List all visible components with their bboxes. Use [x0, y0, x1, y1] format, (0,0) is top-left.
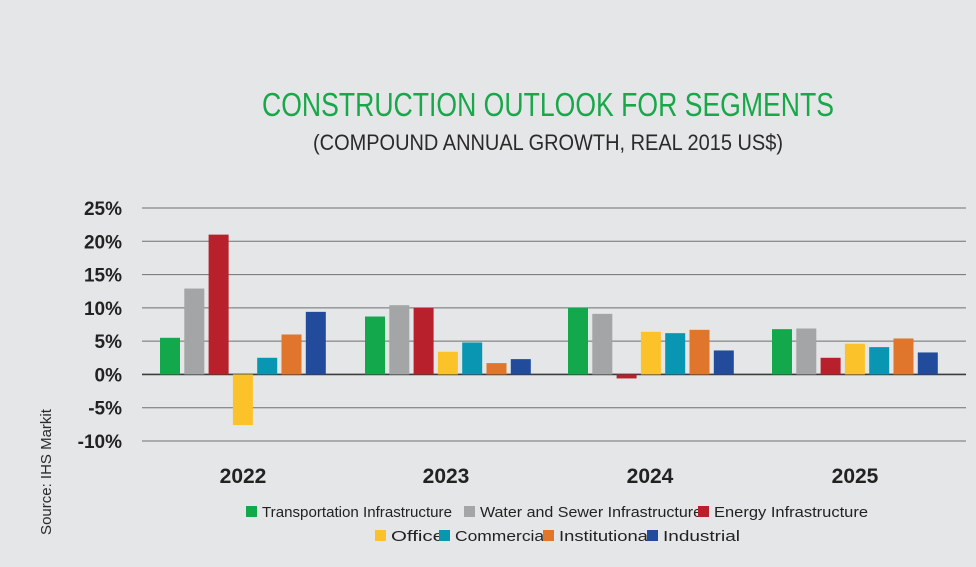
bar-2024-institutional: [689, 329, 710, 375]
x-tick-label: 2022: [220, 465, 267, 488]
bar-2024-transportation-infrastructure: [568, 307, 588, 375]
legend-swatch: [464, 506, 475, 517]
chart-subtitle: (COMPOUND ANNUAL GROWTH, REAL 2015 US$): [313, 130, 783, 155]
x-tick-label: 2025: [832, 465, 879, 488]
bar-2022-transportation-infrastructure: [160, 337, 180, 375]
bar-2023-office: [437, 351, 458, 375]
x-tick-label: 2024: [627, 465, 674, 488]
bar-2023-institutional: [486, 363, 507, 375]
x-axis: 2022 2023 2024 2025: [220, 465, 879, 488]
bar-2023-commercial: [462, 342, 483, 375]
bar-2025-commercial: [869, 347, 890, 375]
legend-label: Water and Sewer Infrastructure: [480, 504, 702, 521]
legend-label: Industrial: [663, 528, 740, 545]
bar-2023-energy-infrastructure: [413, 307, 434, 375]
y-tick-label: 10%: [84, 299, 122, 320]
bars: [160, 234, 938, 426]
bar-2025-industrial: [917, 352, 938, 375]
bar-2024-commercial: [665, 333, 686, 375]
bar-2025-institutional: [893, 338, 914, 375]
bar-2022-energy-infrastructure: [208, 234, 229, 375]
y-axis: 25% 20% 15% 10% 5% 0% -5% -10%: [78, 199, 122, 453]
legend-swatch: [246, 506, 257, 517]
legend-label: Office: [391, 528, 444, 545]
y-tick-label: 15%: [84, 266, 122, 287]
gridlines: [142, 207, 966, 442]
bar-2025-transportation-infrastructure: [772, 329, 792, 375]
y-tick-label: -10%: [78, 432, 122, 453]
y-tick-label: 20%: [84, 232, 122, 253]
y-tick-label: -5%: [88, 399, 122, 420]
x-tick-label: 2023: [423, 465, 470, 488]
bar-2022-office: [232, 374, 253, 426]
bar-2023-transportation-infrastructure: [365, 316, 385, 375]
bar-2025-energy-infrastructure: [820, 357, 841, 375]
legend-swatch: [647, 530, 658, 541]
legend-swatch: [375, 530, 386, 541]
legend-label: Commercial: [455, 528, 548, 545]
bar-2022-industrial: [305, 311, 326, 375]
legend-label: Energy Infrastructure: [714, 504, 868, 521]
bar-2022-water-and-sewer-infrastructure: [184, 288, 205, 375]
bar-2024-industrial: [713, 350, 734, 375]
legend-label: Transportation Infrastructure: [262, 504, 452, 521]
legend-label: Institutional: [559, 528, 652, 545]
source-note: Source: IHS Markit: [38, 408, 55, 535]
y-tick-label: 0%: [95, 365, 123, 386]
bar-2025-office: [844, 343, 865, 375]
bar-2023-industrial: [510, 359, 531, 375]
legend: Transportation Infrastructure Water and S…: [246, 504, 868, 545]
legend-swatch: [698, 506, 709, 517]
legend-swatch: [439, 530, 450, 541]
bar-2025-water-and-sewer-infrastructure: [796, 328, 817, 375]
bar-2024-energy-infrastructure: [616, 374, 637, 379]
bar-2022-commercial: [257, 357, 278, 375]
bar-2022-institutional: [281, 334, 302, 375]
chart-title: CONSTRUCTION OUTLOOK FOR SEGMENTS: [262, 86, 834, 123]
y-tick-label: 25%: [84, 199, 122, 220]
legend-swatch: [543, 530, 554, 541]
bar-2024-water-and-sewer-infrastructure: [592, 313, 613, 375]
bar-2024-office: [640, 331, 661, 375]
bar-2023-water-and-sewer-infrastructure: [389, 305, 410, 375]
y-tick-label: 5%: [95, 332, 123, 353]
